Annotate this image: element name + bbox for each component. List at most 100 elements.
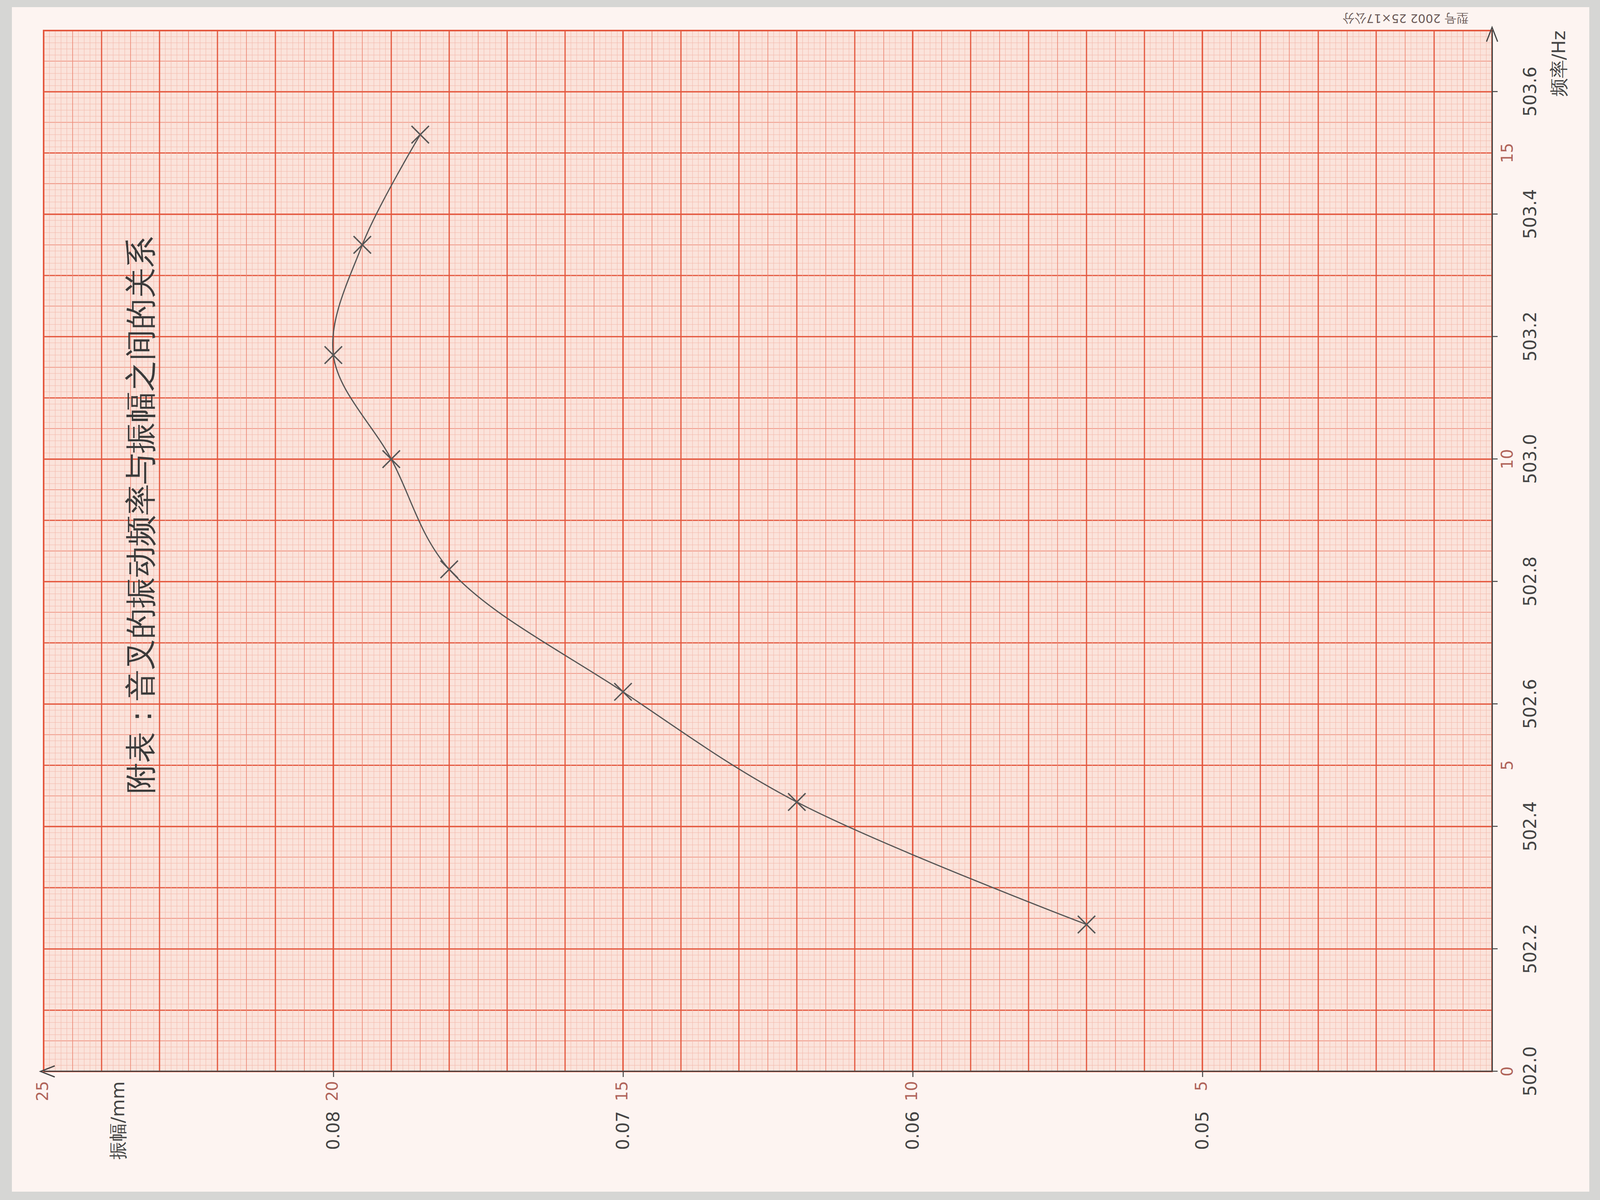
paper-scale-number: 5: [1192, 1080, 1211, 1091]
paper-grid-line: [1358, 30, 1360, 1072]
paper-grid-line: [761, 30, 763, 1072]
y-tick-mark: [332, 1071, 335, 1077]
paper-grid-line: [831, 30, 832, 1072]
paper-grid-line: [1236, 30, 1238, 1072]
paper-grid-line: [1462, 30, 1464, 1072]
x-tick-label: 503.6: [1519, 66, 1541, 117]
paper-grid-line: [744, 30, 745, 1072]
y-tick-label: 0.07: [612, 1111, 633, 1150]
paper-grid-line: [605, 30, 606, 1072]
paper-grid-line: [472, 30, 473, 1072]
paper-grid-line: [315, 30, 317, 1072]
paper-grid-line: [1155, 30, 1157, 1072]
paper-grid-line: [1416, 30, 1418, 1072]
y-axis-arrow: [40, 1065, 55, 1077]
paper-grid-line: [240, 30, 241, 1072]
paper-grid-line: [379, 30, 380, 1072]
paper-grid-line: [1335, 30, 1336, 1072]
y-grid-line: [332, 30, 334, 1072]
x-tick: 502.6: [1492, 678, 1541, 729]
x-grid-line: [43, 948, 1493, 950]
paper-grid-line: [506, 30, 508, 1072]
paper-grid-line: [321, 30, 322, 1072]
data-point: [1077, 915, 1096, 934]
paper-grid-line: [95, 30, 97, 1072]
paper-grid-line: [617, 30, 618, 1072]
x-tick-label: 502.6: [1519, 678, 1541, 729]
paper-grid-line: [1457, 30, 1458, 1072]
paper-grid-line: [101, 30, 103, 1072]
paper-grid-line: [303, 30, 305, 1072]
paper-grid-line: [790, 30, 792, 1072]
paper-grid-line: [1045, 30, 1047, 1072]
paper-grid-line: [1323, 30, 1325, 1072]
paper-grid-line: [1167, 30, 1168, 1072]
paper-grid-line: [889, 30, 890, 1072]
data-point: [382, 450, 400, 468]
paper-grid-line: [1317, 30, 1320, 1072]
x-grid-line: [43, 825, 1493, 827]
paper-grid-line: [1404, 30, 1406, 1072]
paper-grid-line: [43, 91, 1493, 93]
plot-marks: [324, 125, 1096, 933]
x-tick: 503.4: [1492, 188, 1541, 239]
paper-grid-line: [1057, 30, 1058, 1072]
paper-grid-line: [43, 948, 1493, 950]
x-tick-mark: [1492, 91, 1498, 93]
paper-grid-line: [1173, 30, 1174, 1072]
paper-grid-line: [454, 30, 456, 1072]
data-point: [788, 793, 806, 811]
x-tick-mark: [1492, 948, 1498, 950]
paper-grid-line: [1277, 30, 1278, 1072]
paper-grid-line: [680, 30, 682, 1072]
paper-grid-line: [280, 30, 282, 1072]
paper-grid-line: [66, 30, 68, 1072]
data-point: [353, 236, 372, 254]
paper-grid-line: [338, 30, 340, 1072]
paper-grid-line: [1410, 30, 1412, 1072]
paper-grid-line: [489, 30, 491, 1072]
paper-grid-line: [669, 30, 670, 1072]
paper-grid-line: [1399, 30, 1400, 1072]
grid: [43, 30, 1493, 1072]
paper-grid-line: [1474, 30, 1475, 1072]
paper-grid-line: [1387, 30, 1389, 1072]
paper-grid-line: [1086, 30, 1088, 1072]
x-axis-title: 频率/Hz: [1548, 30, 1570, 97]
x-grid-line: [43, 703, 1493, 705]
paper-grid-line: [721, 30, 722, 1072]
paper-grid-line: [750, 30, 751, 1072]
paper-grid-line: [298, 30, 299, 1072]
paper-grid-line: [176, 30, 177, 1072]
paper-grid-line: [408, 30, 409, 1072]
paper-grid-line: [640, 30, 641, 1072]
paper-grid-line: [495, 30, 496, 1072]
paper-grid-line: [1242, 30, 1244, 1072]
paper-grid-line: [958, 30, 960, 1072]
paper-grid-line: [709, 30, 711, 1072]
y-tick-label: 0.05: [1192, 1111, 1213, 1150]
paper-grid-line: [165, 30, 166, 1072]
paper-grid-line: [726, 30, 728, 1072]
paper-grid-line: [854, 30, 856, 1072]
paper-grid-line: [425, 30, 427, 1072]
paper-grid-line: [228, 30, 230, 1072]
paper-grid-line: [373, 30, 375, 1072]
x-grid-line: [43, 458, 1493, 460]
paper-grid-line: [1341, 30, 1342, 1072]
paper-grid-line: [43, 825, 1493, 827]
paper-grid-line: [1213, 30, 1215, 1072]
paper-grid-line: [159, 30, 161, 1072]
paper-grid-line: [1121, 30, 1122, 1072]
x-axis: 502.0502.2502.4502.6502.8503.0503.2503.4…: [1492, 30, 1541, 1097]
x-tick-label: 502.2: [1519, 923, 1541, 974]
paper-grid-line: [779, 30, 780, 1072]
paper-grid-line: [367, 30, 369, 1072]
paper-grid-line: [993, 30, 995, 1072]
paper-grid-line: [1034, 30, 1035, 1072]
paper-grid-line: [257, 30, 259, 1072]
paper-grid-line: [1109, 30, 1110, 1072]
paper-grid-line: [332, 30, 335, 1072]
paper-grid-line: [1451, 30, 1452, 1072]
paper-grid-line: [1254, 30, 1255, 1072]
